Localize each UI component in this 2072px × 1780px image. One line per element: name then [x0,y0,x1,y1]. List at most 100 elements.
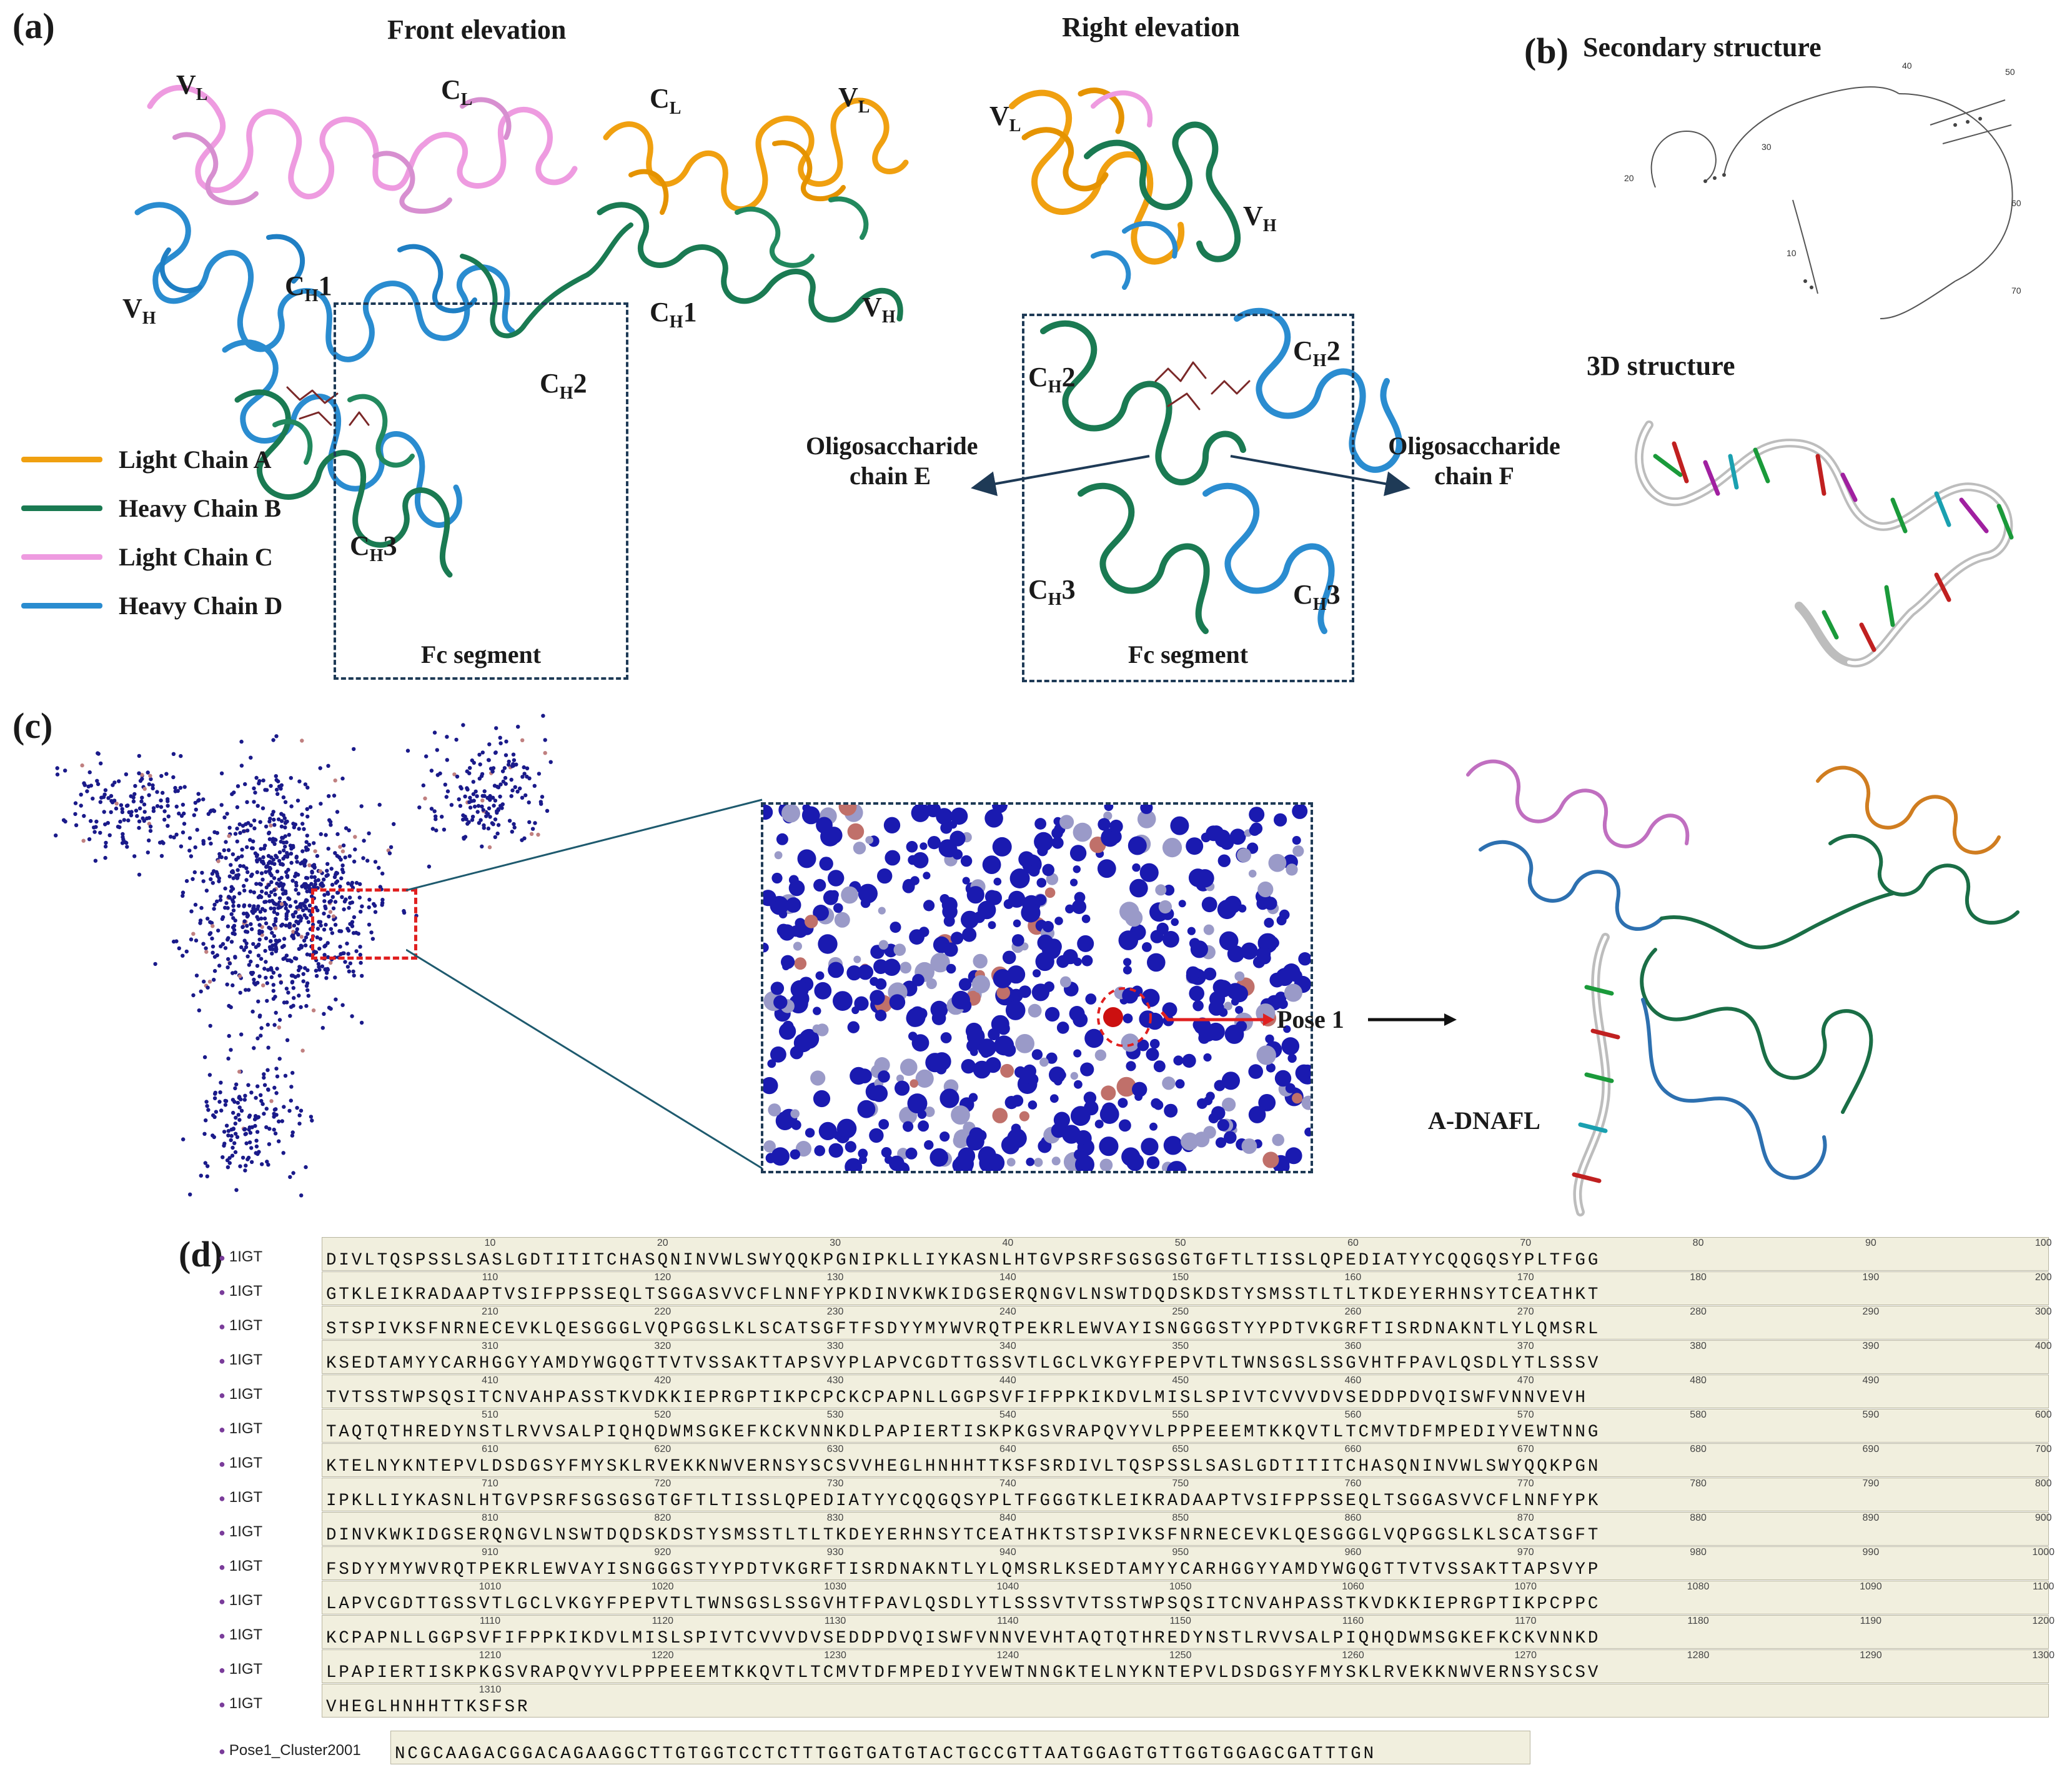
cloud-point [237,903,241,908]
cloud-point [292,956,297,960]
sequence-name: ● 1IGT [219,1386,312,1403]
zoom-sphere [943,915,955,927]
zoom-sphere [858,1155,867,1164]
cloud-point [429,807,434,811]
cloud-point [509,777,513,782]
cloud-point [261,778,265,783]
legend-item-heavy-chain-d: Heavy Chain D [21,591,282,620]
cloud-point [300,812,304,817]
ruler-tick: 570 [1517,1410,1534,1420]
cloud-point [281,857,285,861]
cloud-point [155,804,160,808]
cloud-point [294,900,298,904]
cloud-point [252,1117,257,1121]
zoom-sphere [1268,853,1287,872]
cloud-point [287,833,291,837]
ruler-tick: 400 [2035,1341,2052,1351]
cloud-point [249,1146,254,1150]
cloud-point [511,752,516,757]
ruler-tick: 1030 [824,1581,846,1592]
zoom-sphere [1073,822,1093,842]
cloud-point [272,876,277,880]
zoom-sphere [1238,904,1247,913]
cloud-point [487,845,492,850]
cloud-point [314,973,319,978]
cloud-point [187,836,192,840]
cloud-point [275,792,280,796]
cloud-point [159,798,163,803]
zoom-sphere [768,1103,781,1116]
cloud-point [493,817,498,822]
zoom-sphere [940,1032,952,1043]
zoom-sphere [1026,1073,1039,1086]
ruler-tick: 320 [654,1341,672,1351]
zoom-sphere [1178,900,1186,908]
cloud-point [290,1133,295,1138]
zoom-sphere [1101,1085,1116,1101]
cloud-point [181,802,186,807]
cloud-point [270,812,275,817]
cloud-point [471,780,475,784]
cloud-point [266,1088,270,1092]
cloud-point [249,959,253,964]
cl-label-front: CL [441,74,473,109]
cloud-point [73,812,77,817]
cloud-point [501,779,505,784]
cloud-point [340,867,345,872]
cloud-point [275,869,280,873]
zoom-sphere [960,855,973,867]
ruler-tick: 1040 [996,1581,1019,1592]
cloud-point [142,818,146,823]
sequence-text: NCGCAAGACGGACAGAAGGCTTGTGGTCCTCTTTGGTGAT… [395,1744,1377,1764]
cloud-point [237,1095,241,1100]
cloud-point [359,910,363,914]
zoom-sphere [1118,1098,1128,1108]
cloud-point [462,835,466,840]
cloud-point [137,819,142,823]
cloud-point [342,907,346,912]
zoom-sphere [1304,1127,1311,1136]
zoom-sphere [1182,1053,1196,1068]
cloud-point [230,971,235,975]
cloud-point [256,953,261,958]
cloud-point [325,873,330,877]
fc-segment-box-front [334,302,628,680]
zoom-sphere [1283,1025,1291,1033]
zoom-sphere [858,883,878,903]
cloud-point [358,952,362,957]
cloud-point [261,983,265,988]
cloud-point [209,808,214,813]
zoom-sphere [885,850,901,866]
cloud-point [134,808,139,813]
cloud-point [137,771,141,775]
cloud-point [229,1048,233,1052]
cloud-point [349,883,354,887]
cloud-point [207,932,212,937]
cloud-point [529,832,534,836]
cloud-point [285,819,289,824]
cloud-point [106,796,111,800]
sequence-box: 610 620 630 640 650 660 670 680 690 700 KTELNYKNTE… [322,1443,2052,1477]
cloud-point [274,853,278,858]
cloud-point [260,907,265,911]
cloud-point [307,908,312,913]
cloud-point [522,765,526,770]
cloud-point [226,1057,230,1061]
cloud-point [313,849,317,853]
cloud-point [421,783,425,788]
cloud-point [283,844,287,849]
ruler-tick: 90 [1865,1238,1876,1248]
cloud-point [201,942,206,946]
ruler-tick: 300 [2035,1306,2052,1317]
cloud-point [269,890,274,895]
cloud-point [256,904,260,908]
cloud-point [300,908,305,913]
zoom-sphere [1039,1057,1049,1067]
zoom-sphere [1269,972,1285,988]
alignment-row: ● 1IGT 1010 1020 1030 1040 1050 1060 1070 1080 109… [219,1581,2054,1615]
cloud-point [298,914,302,918]
cloud-point [279,787,283,791]
cloud-point [312,875,317,880]
sequence-name-text: 1IGT [229,1592,263,1609]
zoom-sphere [1121,1147,1141,1166]
